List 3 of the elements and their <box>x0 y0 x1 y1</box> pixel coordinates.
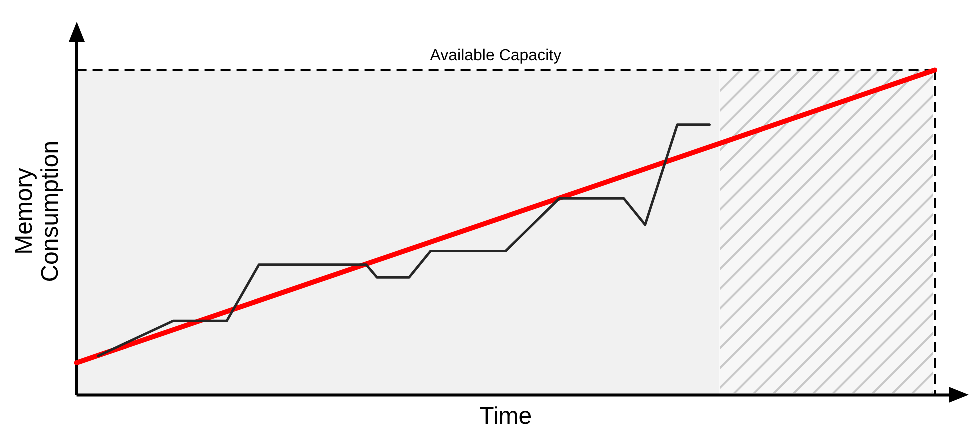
x-axis-title: Time <box>480 403 532 430</box>
y-axis-title: Memory Consumption <box>10 140 64 282</box>
ref-line-label: Available Capacity <box>430 48 562 65</box>
